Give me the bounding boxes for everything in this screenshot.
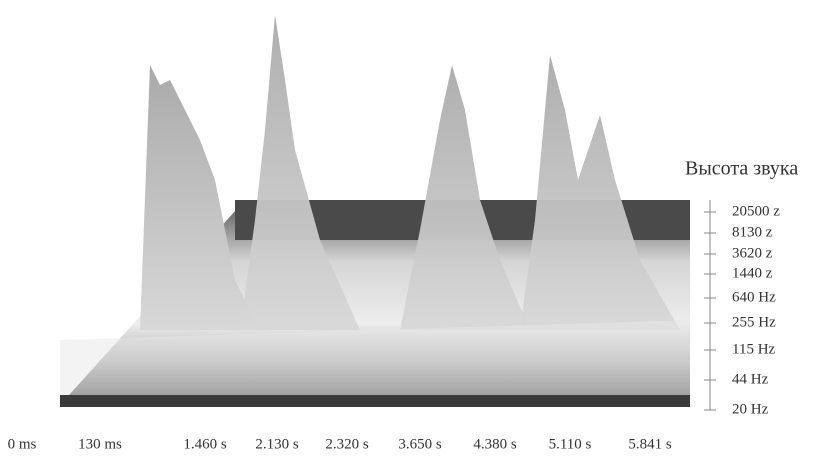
axis-title: Высота звука (685, 158, 798, 180)
time-label: 130 ms (78, 436, 122, 452)
frequency-label: 1440 z (732, 265, 773, 281)
frequency-label: 8130 z (732, 224, 773, 240)
time-label: 2.130 s (255, 436, 299, 452)
frequency-label: 44 Hz (732, 371, 769, 387)
surface (60, 15, 690, 407)
frequency-label: 255 Hz (732, 314, 776, 330)
frequency-label: 115 Hz (732, 341, 776, 357)
frequency-label: 640 Hz (732, 289, 776, 305)
time-label: 1.460 s (183, 436, 227, 452)
time-label: 5.110 s (549, 436, 592, 452)
time-label: 0 ms (8, 436, 37, 452)
spectrogram: Высота звука 0 ms 130 ms 1.460 s 2.130 s 2.3… (0, 0, 835, 458)
time-label: 5.841 s (628, 436, 672, 452)
frequency-label: 20500 z (732, 203, 780, 219)
frequency-label: 3620 z (732, 245, 773, 261)
time-label: 4.380 s (473, 436, 517, 452)
time-label: 2.320 s (325, 436, 369, 452)
frequency-label: 20 Hz (732, 401, 769, 417)
time-label: 3.650 s (398, 436, 442, 452)
